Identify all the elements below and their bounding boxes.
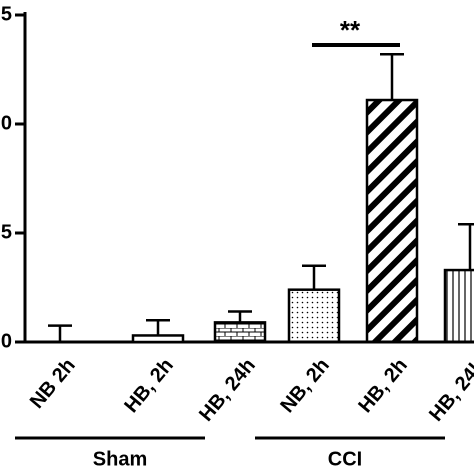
annotation: **: [340, 15, 361, 45]
bar: [213, 321, 267, 344]
bar: [287, 288, 341, 344]
y-tick-label: 5: [1, 3, 12, 25]
y-tick-label: 0: [1, 112, 12, 134]
x-tick-label: HB, 24h: [425, 354, 474, 425]
x-tick-label: HB, 24h: [195, 354, 260, 425]
x-tick-label: HB, 2h: [120, 354, 178, 417]
y-tick-label: 0: [1, 330, 12, 352]
bar: [365, 98, 419, 344]
group-label: Sham: [93, 448, 147, 470]
y-tick-label: 5: [1, 221, 12, 243]
bar: [443, 268, 474, 344]
group-label: CCI: [328, 448, 362, 470]
bar: [131, 334, 185, 344]
x-tick-label: NB 2h: [26, 354, 80, 412]
x-tick-label: NB, 2h: [276, 354, 334, 417]
x-tick-label: HB, 2h: [354, 354, 412, 417]
